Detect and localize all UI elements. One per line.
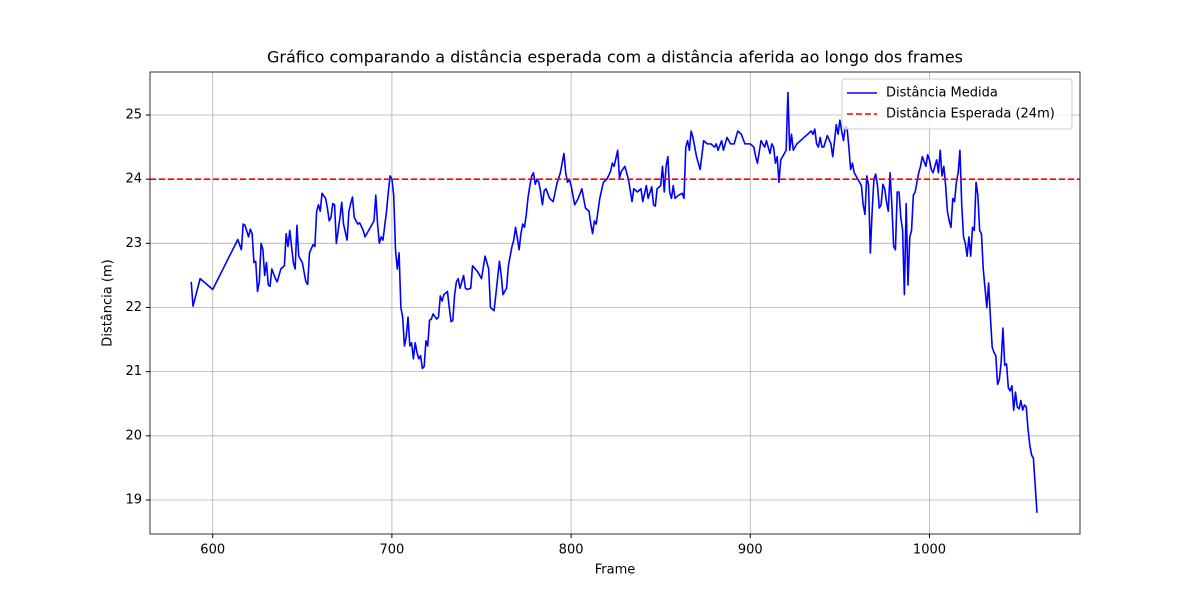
y-tick-label: 20 — [125, 428, 142, 443]
legend-label: Distância Esperada (24m) — [886, 107, 1055, 122]
legend-box — [841, 78, 1073, 130]
y-tick-label: 25 — [125, 107, 142, 122]
chart-title: Gráfico comparando a distância esperada … — [267, 48, 963, 67]
x-tick-label: 800 — [559, 543, 584, 558]
x-tick-label: 900 — [738, 543, 763, 558]
legend-label: Distância Medida — [886, 86, 998, 101]
x-tick-label: 600 — [200, 543, 225, 558]
y-axis-label: Distância (m) — [101, 259, 116, 346]
y-tick-label: 22 — [125, 300, 142, 315]
x-tick-label: 1000 — [913, 543, 946, 558]
y-tick-label: 19 — [125, 492, 142, 507]
plot-frame — [149, 71, 1081, 535]
data-line — [190, 91, 1038, 513]
x-tick-label: 700 — [379, 543, 404, 558]
y-tick-label: 24 — [125, 172, 142, 187]
y-tick-label: 21 — [125, 364, 142, 379]
y-tick-label: 23 — [125, 236, 142, 251]
x-axis-label: Frame — [595, 563, 636, 578]
